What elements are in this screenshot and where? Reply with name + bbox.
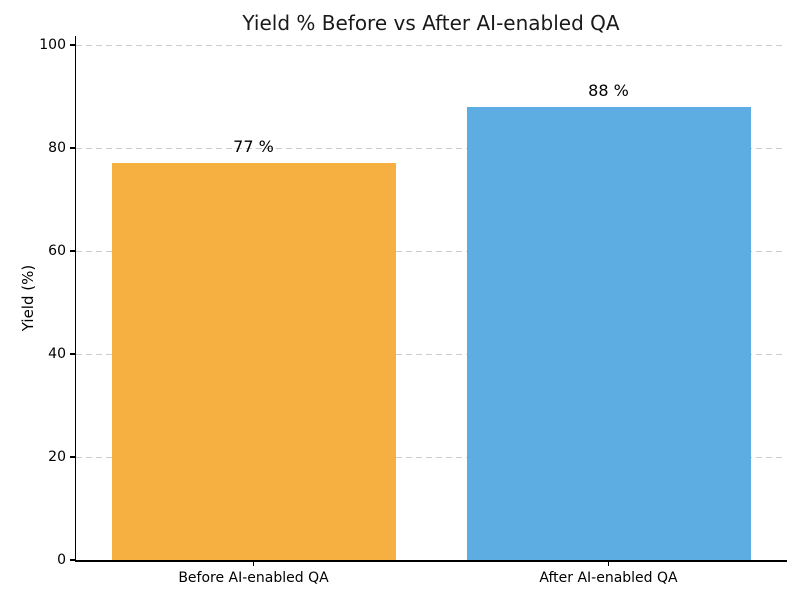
gridline — [76, 456, 786, 458]
plot-area: 0 20 40 60 80 100 77 % Before AI-enabled QA 88 %… — [39, 36, 787, 586]
x-tick-mark — [252, 560, 255, 566]
y-tick-label: 0 — [57, 552, 66, 568]
gridline — [76, 147, 786, 149]
y-tick-label: 60 — [48, 243, 66, 259]
y-axis-label: Yield (%) — [19, 264, 37, 332]
y-tick-mark — [70, 44, 76, 46]
gridline — [76, 250, 786, 252]
bar-value-label: 88 % — [588, 80, 629, 100]
y-tick-label: 100 — [39, 37, 66, 53]
x-tick-mark — [607, 560, 610, 566]
chart-title: Yield % Before vs After AI-enabled QA — [242, 11, 620, 35]
x-category-label: After AI-enabled QA — [539, 570, 678, 586]
gridline — [76, 353, 786, 355]
y-tick-label: 40 — [48, 346, 66, 362]
y-tick-label: 20 — [48, 449, 66, 465]
bar-value-label: 77 % — [233, 137, 274, 157]
y-tick-label: 80 — [48, 140, 66, 156]
bar-after-ai-enabled-qa — [466, 106, 751, 560]
y-tick-mark — [70, 559, 76, 561]
y-axis-spine — [75, 36, 77, 561]
y-tick-mark — [70, 147, 76, 149]
bar-before-ai-enabled-qa — [111, 163, 396, 560]
x-category-label: Before AI-enabled QA — [178, 570, 329, 586]
gridline — [76, 44, 786, 46]
y-tick-mark — [70, 456, 76, 458]
y-tick-mark — [70, 250, 76, 252]
x-axis-spine — [75, 560, 787, 562]
y-tick-mark — [70, 353, 76, 355]
